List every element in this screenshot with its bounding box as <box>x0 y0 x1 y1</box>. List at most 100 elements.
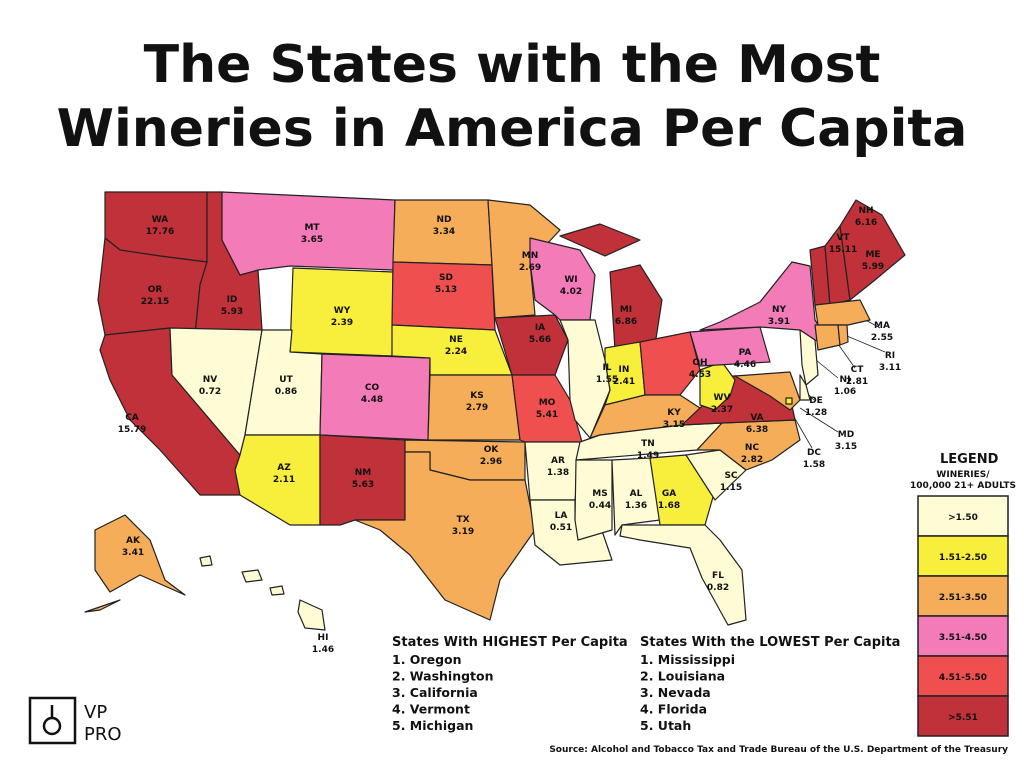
legend-label: >5.51 <box>948 713 978 723</box>
state-abbr: OH <box>692 358 707 368</box>
list-title: States With HIGHEST Per Capita <box>392 635 628 650</box>
state-abbr: CO <box>365 383 380 393</box>
state-abbr: MA <box>874 321 890 331</box>
state <box>269 585 285 596</box>
legend-label: 4.51-5.50 <box>939 673 987 683</box>
state-value: 1.06 <box>834 387 856 397</box>
state-abbr: WY <box>334 306 351 316</box>
state-value: 2.41 <box>613 377 635 387</box>
state-abbr: ID <box>227 295 238 305</box>
state-abbr: KY <box>667 408 681 418</box>
state-abbr: VA <box>750 413 763 423</box>
state-value: 5.13 <box>435 285 457 295</box>
state-value: 3.19 <box>452 527 474 537</box>
state <box>839 199 906 301</box>
state-value: 15.11 <box>829 245 857 255</box>
state-abbr: VT <box>836 233 850 243</box>
state-value: 2.96 <box>480 457 502 467</box>
state-abbr: CA <box>125 413 139 423</box>
state-abbr: OR <box>148 285 163 295</box>
state-abbr: MI <box>620 305 632 315</box>
state-abbr: AL <box>630 489 643 499</box>
state-value: 1.46 <box>312 645 334 655</box>
state-abbr: ME <box>865 250 880 260</box>
state-value: 4.02 <box>560 287 582 297</box>
state-value: 3.65 <box>301 235 323 245</box>
state-abbr: NV <box>203 375 218 385</box>
state <box>84 599 121 613</box>
state-abbr: RI <box>885 351 895 361</box>
state-abbr: TX <box>456 515 469 525</box>
state-value: 3.11 <box>879 363 901 373</box>
state-value: 3.15 <box>663 420 685 430</box>
state-value: 1.36 <box>625 501 647 511</box>
state-abbr: IL <box>602 363 611 373</box>
state-abbr: NC <box>745 443 760 453</box>
state-abbr: TN <box>641 439 655 449</box>
state-abbr: AZ <box>277 463 291 473</box>
state <box>611 457 661 536</box>
state-abbr: FL <box>712 571 724 581</box>
list-item: 2. Louisiana <box>640 669 725 684</box>
state-abbr: WV <box>714 393 731 403</box>
state-value: 22.15 <box>141 297 169 307</box>
state <box>574 459 613 541</box>
state <box>639 331 701 396</box>
legend-label: 3.51-4.50 <box>939 633 987 643</box>
state-value: 3.34 <box>433 227 455 237</box>
state-abbr: DC <box>807 448 821 458</box>
state-value: 1.38 <box>547 468 569 478</box>
title-line: The States with the Most <box>144 35 881 95</box>
state-abbr: SD <box>439 273 453 283</box>
state-abbr: NM <box>355 468 372 478</box>
state-abbr: UT <box>279 375 293 385</box>
state-value: 0.82 <box>707 583 729 593</box>
state-value: 4.48 <box>361 395 383 405</box>
state-value: 0.86 <box>275 387 297 397</box>
state-value: 1.49 <box>637 451 659 461</box>
state-abbr: MS <box>592 489 607 499</box>
state <box>814 324 841 351</box>
state-value: 2.37 <box>711 405 733 415</box>
state-value: 2.55 <box>871 333 893 343</box>
list-item: 3. California <box>392 685 478 700</box>
state-abbr: NH <box>858 206 873 216</box>
state-value: 2.11 <box>273 475 295 485</box>
state-abbr: MO <box>539 398 556 408</box>
state-value: 17.76 <box>146 227 174 237</box>
state-value: 0.72 <box>199 387 221 397</box>
state-value: 3.41 <box>122 548 144 558</box>
logo-text: VP <box>84 702 107 723</box>
state-abbr: AR <box>551 456 565 466</box>
us-map <box>84 191 906 631</box>
state <box>199 555 213 567</box>
legend-swatch <box>917 615 1009 657</box>
legend-swatch <box>917 535 1009 577</box>
state-value: 6.16 <box>855 218 877 228</box>
state-value: 0.44 <box>589 501 611 511</box>
state-value: 2.39 <box>331 318 353 328</box>
state-value: 6.86 <box>615 317 637 327</box>
state-abbr: MT <box>304 223 320 233</box>
state <box>94 514 186 596</box>
list-item: 4. Florida <box>640 702 707 717</box>
list-item: 1. Mississippi <box>640 652 735 667</box>
state <box>814 299 871 326</box>
state-value: 5.63 <box>352 480 374 490</box>
state <box>494 314 569 376</box>
state-abbr: CT <box>851 365 865 375</box>
state-value: 2.24 <box>445 347 467 357</box>
state-abbr: NJ <box>840 375 851 385</box>
state-abbr: PA <box>739 348 752 358</box>
state-value: 2.69 <box>519 263 541 273</box>
list-item: 2. Washington <box>392 669 494 684</box>
state <box>529 237 596 321</box>
state-value: 1.58 <box>803 460 825 470</box>
list-item: 4. Vermont <box>392 702 470 717</box>
list-item: 5. Michigan <box>392 718 473 733</box>
legend-label: 1.51-2.50 <box>939 553 987 563</box>
state-value: 1.28 <box>805 408 827 418</box>
state <box>785 397 793 405</box>
state-value: 5.66 <box>529 335 551 345</box>
